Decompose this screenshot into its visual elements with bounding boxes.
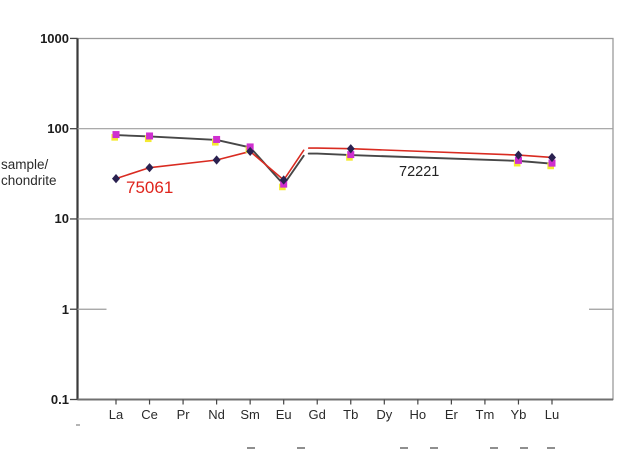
x-tick-label-Lu: Lu [544, 407, 560, 422]
marker-diamond-75061-Tb [346, 144, 355, 154]
y-tick-label-10: 10 [54, 211, 69, 227]
cutoff-text-mark-0 [247, 446, 255, 449]
y-tick-label-100: 100 [47, 121, 69, 137]
marker-square-72221-La [112, 131, 120, 139]
series-label-72221: 72221 [399, 164, 440, 180]
y-tick-label-1000: 1000 [40, 30, 69, 46]
marker-diamond-75061-Ce [145, 163, 154, 173]
marker-square-72221-Tb [347, 151, 355, 159]
x-tick-label-Ce: Ce [141, 407, 158, 422]
series-label-75061: 75061 [126, 178, 174, 197]
scan-speck [76, 424, 80, 426]
y-axis-title-line-1: sample/ [1, 157, 49, 172]
y-tick-label-0.1: 0.1 [50, 392, 69, 407]
x-tick-label-Sm: Sm [240, 407, 260, 422]
cutoff-text-mark-1 [297, 446, 305, 449]
series-line-75061-segment-A [115, 149, 305, 181]
y-tick-label-1: 1 [61, 301, 69, 317]
x-tick-label-Tb: Tb [343, 407, 359, 422]
x-tick-label-Ho: Ho [409, 407, 427, 422]
marker-diamond-75061-Sm [246, 146, 255, 157]
marker-square-72221-Ce [146, 132, 154, 140]
cutoff-text-mark-4 [490, 446, 498, 449]
x-tick-label-Pr: Pr [176, 407, 190, 422]
marker-diamond-75061-Lu [547, 152, 556, 163]
x-tick-label-Tm: Tm [475, 407, 495, 422]
x-tick-label-Eu: Eu [275, 407, 292, 422]
x-tick-label-Nd: Nd [208, 407, 225, 422]
x-tick-label-La: La [108, 407, 124, 422]
x-tick-label-Yb: Yb [510, 407, 527, 422]
cutoff-text-mark-5 [520, 446, 528, 449]
marker-square-72221-Nd [213, 135, 221, 143]
marker-square-72221-Yb [514, 156, 522, 164]
marker-diamond-75061-Eu [279, 175, 288, 185]
marker-diamond-75061-La [112, 173, 120, 184]
y-axis-title-line-2: chondrite [1, 173, 57, 188]
x-tick-label-Gd: Gd [308, 407, 326, 422]
x-tick-label-Er: Er [444, 407, 458, 422]
cutoff-text-mark-6 [547, 446, 555, 449]
x-tick-label-Dy: Dy [376, 407, 393, 422]
marker-square-72221-Lu [548, 159, 556, 167]
marker-diamond-75061-Yb [514, 150, 523, 160]
marker-diamond-75061-Nd [212, 155, 221, 165]
cutoff-text-mark-3 [430, 446, 438, 449]
cutoff-text-mark-2 [400, 446, 408, 449]
